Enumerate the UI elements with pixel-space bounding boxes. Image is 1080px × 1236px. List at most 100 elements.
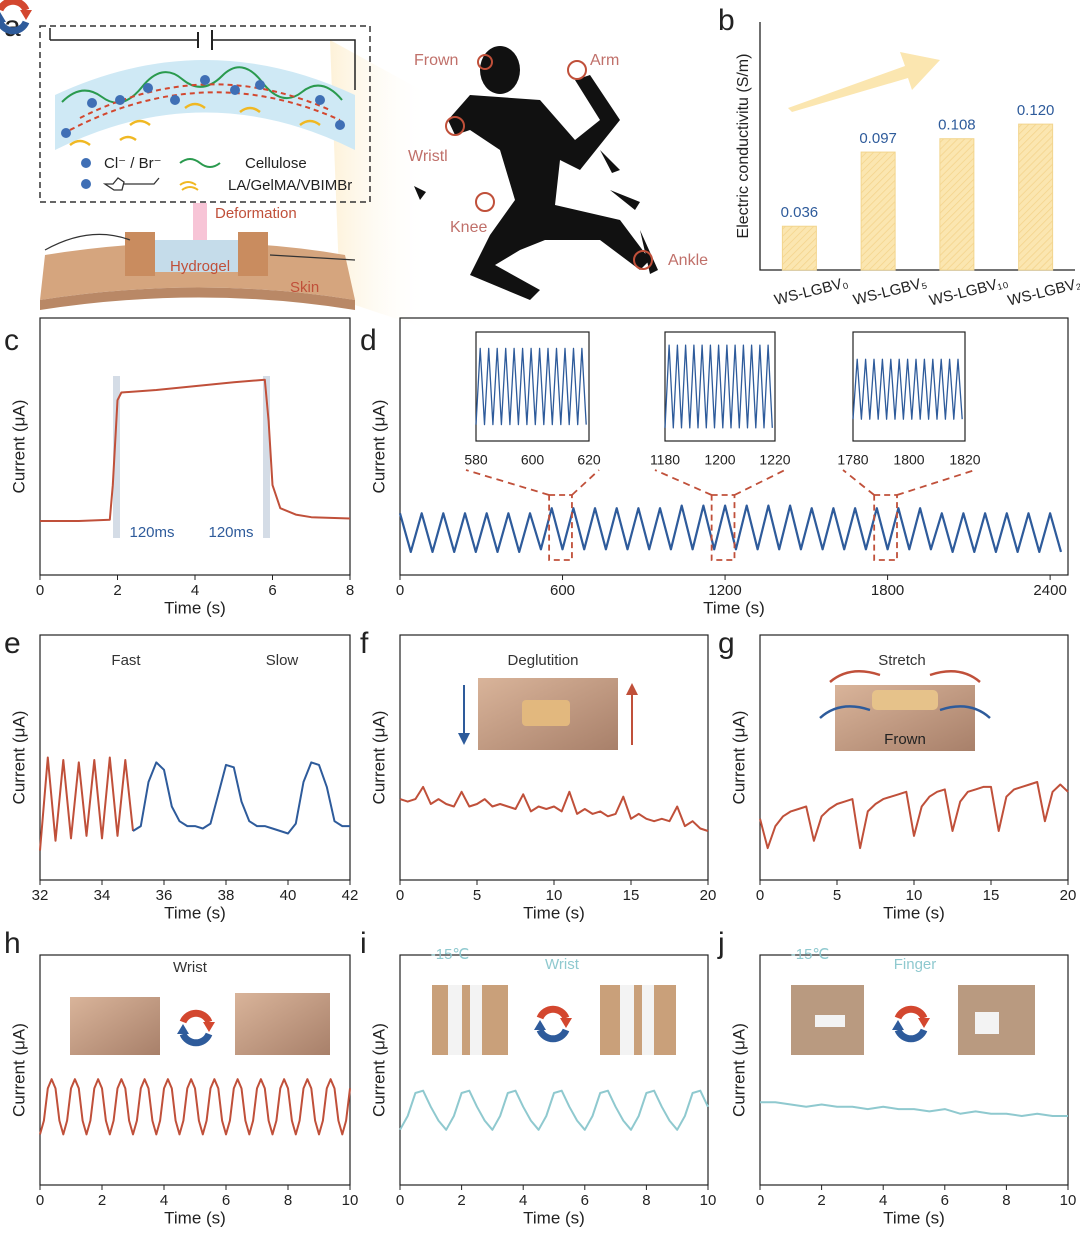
- x-tick-label: 6: [268, 582, 276, 599]
- plot-frame: [852, 331, 966, 442]
- site-label: Arm: [590, 52, 619, 69]
- plot-frame: [759, 954, 1069, 1186]
- x-tick-label: 40: [280, 887, 297, 904]
- value-label: 0.036: [781, 204, 819, 221]
- x-tick-label: 5: [833, 887, 841, 904]
- x-tick-label: 0: [396, 887, 404, 904]
- value-label: 0.108: [938, 117, 976, 134]
- panel-label: i: [360, 927, 367, 960]
- annotation: Finger: [894, 956, 937, 973]
- category-label: WS-LGBV₀: [773, 274, 850, 309]
- x-axis-label: Time (s): [164, 903, 226, 922]
- panel-label: j: [717, 927, 725, 960]
- runner: [414, 46, 658, 300]
- line: [399, 785, 709, 832]
- y-axis-label: Current (μA): [9, 711, 28, 805]
- annotation: 120ms: [208, 524, 253, 541]
- x-tick-label: 20: [700, 887, 717, 904]
- x-tick-label: 2: [817, 1192, 825, 1209]
- line: [759, 781, 1069, 850]
- value-label: 0.097: [859, 130, 897, 147]
- schematic: [39, 25, 430, 330]
- x-tick-label: 10: [546, 887, 563, 904]
- y-axis-label: Current (μA): [9, 400, 28, 494]
- y-axis-label: Current (μA): [369, 400, 388, 494]
- line: [760, 1101, 1068, 1117]
- plot-frame: [399, 634, 709, 881]
- y-axis-label: Current (μA): [369, 711, 388, 805]
- legend-text: Cellulose: [245, 155, 307, 172]
- line: [39, 1078, 351, 1136]
- annotation: Slow: [266, 652, 299, 669]
- photos: [0, 0, 1035, 1055]
- x-axis-label: Time (s): [523, 903, 585, 922]
- x-tick-label: 0: [756, 887, 764, 904]
- y-axis-label: Current (μA): [729, 1023, 748, 1117]
- x-tick-label: 4: [519, 1192, 527, 1209]
- zoom-line: [465, 469, 600, 496]
- bar: [781, 225, 817, 271]
- category-label: WS-LGBV₁₀: [928, 274, 1010, 310]
- plot-frame: [399, 317, 1069, 576]
- x-tick-label: 0: [36, 582, 44, 599]
- trend-arrow: [788, 52, 940, 112]
- x-tick-label: 2: [113, 582, 121, 599]
- x-tick-label: 15: [983, 887, 1000, 904]
- x-tick-label: 4: [879, 1192, 887, 1209]
- plot-frame: [664, 331, 776, 442]
- x-tick-label: 2: [457, 1192, 465, 1209]
- line: [475, 347, 587, 426]
- x-tick-label: 1180: [650, 452, 680, 468]
- plot-frame: [39, 317, 351, 576]
- zoom-box: [873, 494, 898, 561]
- x-tick-label: 8: [1002, 1192, 1010, 1209]
- legend-text: Cl⁻ / Br⁻: [104, 155, 162, 172]
- x-tick-label: 8: [284, 1192, 292, 1209]
- x-tick-label: 10: [700, 1192, 717, 1209]
- x-tick-label: 32: [32, 887, 49, 904]
- x-tick-label: 4: [191, 582, 199, 599]
- x-tick-label: 8: [346, 582, 354, 599]
- x-tick-label: 2: [98, 1192, 106, 1209]
- line: [40, 378, 351, 522]
- bar: [939, 138, 975, 271]
- site-label: Knee: [450, 219, 487, 236]
- shade: [263, 376, 270, 538]
- x-tick-label: 10: [1060, 1192, 1077, 1209]
- line: [132, 761, 350, 835]
- annotation: -15℃: [791, 946, 830, 963]
- annotation: Stretch: [878, 652, 926, 669]
- bar: [860, 151, 896, 271]
- panel-label: h: [4, 927, 21, 960]
- x-tick-label: 0: [396, 582, 404, 599]
- x-tick-label: 0: [36, 1192, 44, 1209]
- x-tick-label: 10: [342, 1192, 359, 1209]
- line: [852, 358, 963, 420]
- annotation: Wrist: [173, 959, 208, 976]
- label: Hydrogel: [170, 258, 230, 275]
- category-label: WS-LGBV₂₀: [1006, 273, 1080, 309]
- annotation: Frown: [884, 731, 926, 748]
- line: [39, 756, 134, 851]
- x-tick-label: 20: [1060, 887, 1077, 904]
- x-tick-label: 6: [222, 1192, 230, 1209]
- x-axis-label: Time (s): [883, 1208, 945, 1227]
- x-tick-label: 0: [396, 1192, 404, 1209]
- x-tick-label: 5: [473, 887, 481, 904]
- x-axis-label: Time (s): [164, 1208, 226, 1227]
- zoom-line: [654, 469, 786, 496]
- panel-label: e: [4, 627, 21, 660]
- value-label: 0.120: [1017, 102, 1055, 119]
- panel-label: c: [4, 324, 19, 357]
- x-tick-label: 8: [642, 1192, 650, 1209]
- x-tick-label: 1200: [704, 452, 735, 468]
- x-tick-label: 1780: [837, 452, 868, 468]
- panel-label: g: [718, 627, 735, 660]
- x-tick-label: 10: [906, 887, 923, 904]
- x-tick-label: 38: [218, 887, 235, 904]
- y-axis-label: Electric conductivitu (S/m): [735, 54, 752, 239]
- panel-label: f: [360, 627, 369, 660]
- site-label: Wristl: [408, 148, 448, 165]
- annotation: 120ms: [129, 524, 174, 541]
- x-tick-label: 6: [941, 1192, 949, 1209]
